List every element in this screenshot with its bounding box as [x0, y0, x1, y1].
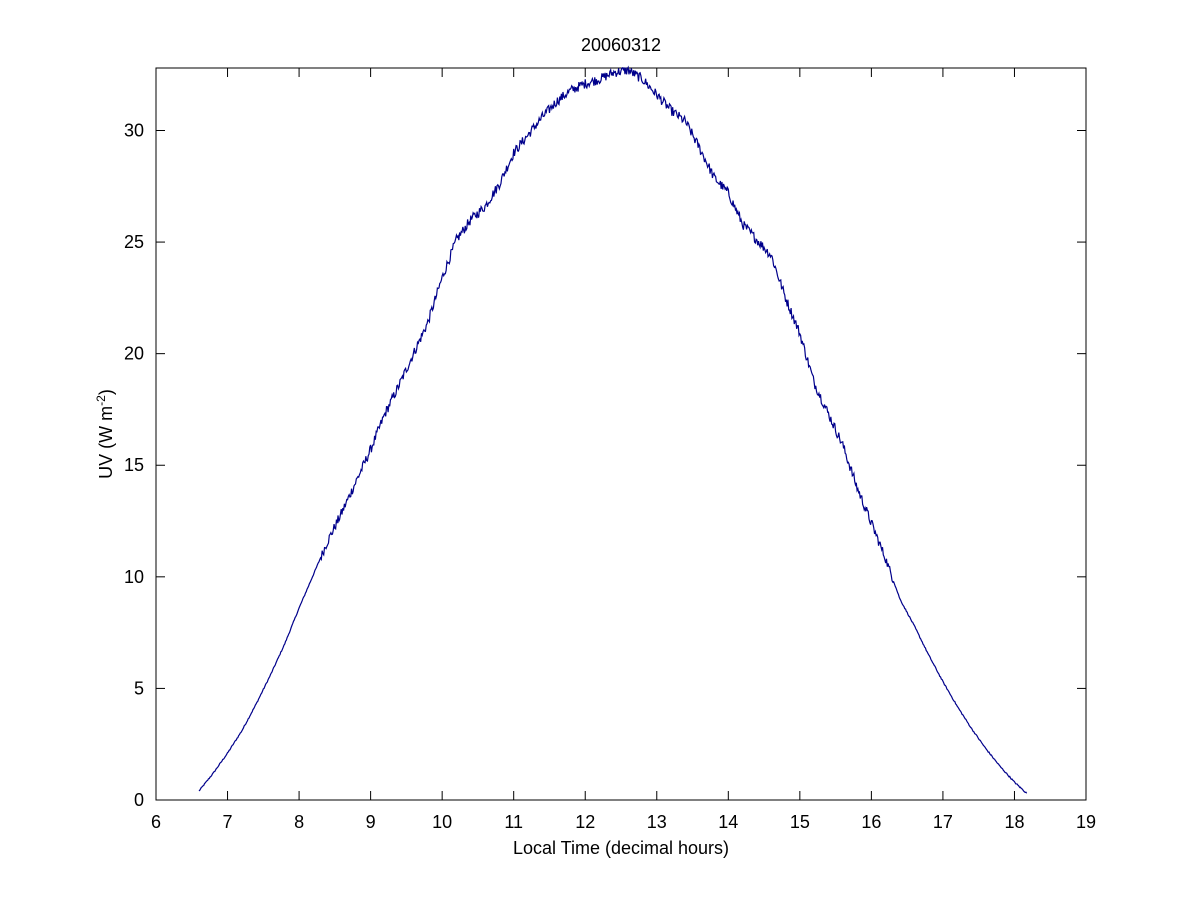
- y-tick-label: 5: [134, 678, 144, 698]
- y-axis-label-superscript: -2: [94, 395, 108, 406]
- x-tick-label: 19: [1076, 812, 1096, 832]
- x-tick-label: 7: [223, 812, 233, 832]
- x-tick-label: 17: [933, 812, 953, 832]
- x-tick-label: 13: [647, 812, 667, 832]
- x-tick-label: 11: [504, 812, 523, 832]
- x-tick-label: 12: [575, 812, 595, 832]
- y-axis-label-main: UV (W m: [96, 406, 116, 479]
- y-axis-ticks: 0 5 10 15 20 25 30: [124, 120, 1086, 810]
- x-tick-label: 10: [432, 812, 452, 832]
- x-tick-label: 16: [861, 812, 881, 832]
- x-tick-label: 9: [366, 812, 376, 832]
- y-axis-label: UV (W m-2): [94, 389, 116, 479]
- plot-area: [155, 67, 1087, 801]
- y-tick-label: 10: [124, 567, 144, 587]
- x-tick-label: 14: [718, 812, 738, 832]
- y-axis-label-close: ): [96, 389, 116, 395]
- uv-series-line: [198, 65, 1028, 794]
- y-tick-label: 15: [124, 455, 144, 475]
- x-tick-label: 18: [1004, 812, 1024, 832]
- y-tick-label: 30: [124, 120, 144, 140]
- y-tick-label: 0: [134, 790, 144, 810]
- y-tick-label: 20: [124, 344, 144, 364]
- x-axis-ticks: 6 7 8 9 10 11 12 13 14 15 16 17 18 19: [151, 68, 1096, 832]
- x-tick-label: 15: [790, 812, 810, 832]
- x-tick-label: 6: [151, 812, 161, 832]
- y-tick-label: 25: [124, 232, 144, 252]
- x-tick-label: 8: [294, 812, 304, 832]
- chart-title: 20060312: [581, 35, 661, 55]
- x-axis-label: Local Time (decimal hours): [513, 838, 729, 858]
